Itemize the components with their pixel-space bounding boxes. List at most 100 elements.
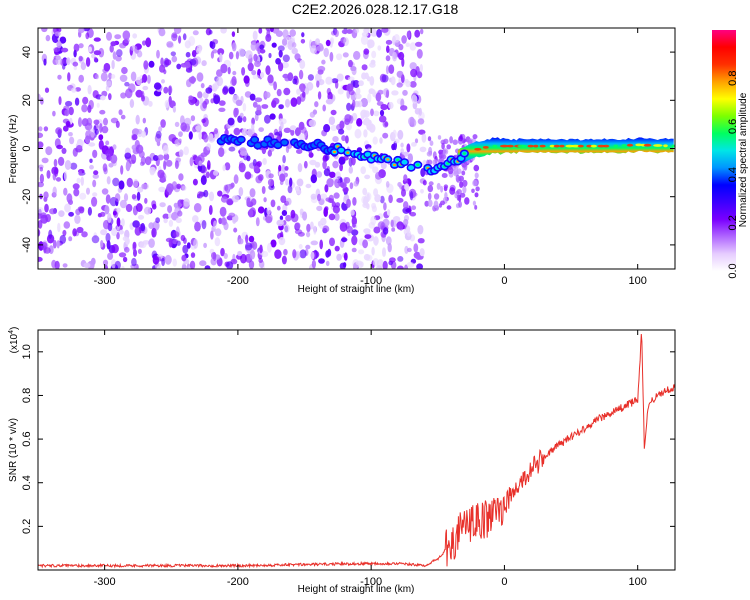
noise-blob — [166, 41, 174, 48]
snr-series-line — [38, 333, 675, 569]
noise-blob — [403, 201, 409, 210]
noise-blob — [245, 50, 253, 59]
noise-blob — [164, 59, 172, 66]
noise-blob — [264, 114, 271, 124]
noise-blob — [330, 124, 338, 132]
noise-blob — [80, 62, 87, 71]
noise-blob — [180, 234, 186, 242]
noise-blob — [385, 55, 391, 62]
noise-blob — [174, 160, 179, 170]
noise-blob — [178, 138, 182, 144]
colorbar-tick-label: 0.8 — [727, 71, 739, 86]
noise-blob — [422, 180, 427, 186]
noise-blob — [352, 197, 357, 206]
noise-blob — [196, 72, 204, 82]
noise-blob — [181, 185, 187, 191]
noise-blob — [263, 197, 267, 203]
noise-blob — [267, 242, 272, 253]
noise-blob — [302, 211, 308, 221]
noise-blob — [243, 75, 250, 84]
noise-blob — [135, 89, 143, 98]
noise-blob — [72, 147, 78, 157]
snr-frame — [37, 329, 676, 571]
noise-blob — [145, 37, 152, 48]
noise-blob — [103, 117, 108, 126]
noise-blob — [427, 192, 432, 201]
noise-blob — [183, 198, 190, 207]
noise-blob — [143, 206, 152, 215]
noise-blob — [119, 42, 127, 49]
noise-blob — [366, 203, 370, 210]
noise-blob — [472, 134, 478, 140]
noise-blob — [389, 257, 396, 263]
noise-blob — [378, 115, 387, 123]
noise-blob — [363, 129, 368, 138]
noise-blob — [85, 57, 91, 67]
noise-blob — [173, 28, 182, 34]
noise-blob — [78, 74, 84, 83]
noise-blob — [343, 37, 349, 46]
noise-blob — [371, 246, 375, 256]
noise-blob — [223, 253, 228, 259]
noise-blob — [176, 183, 182, 189]
noise-blob — [354, 28, 360, 34]
noise-blob — [285, 98, 290, 108]
noise-blob — [93, 50, 102, 56]
noise-blob — [440, 139, 446, 145]
noise-blob — [329, 37, 335, 45]
noise-blob — [317, 91, 322, 100]
noise-blob — [106, 176, 111, 185]
noise-blob — [380, 104, 388, 111]
noise-blob — [125, 88, 133, 99]
noise-blob — [268, 173, 274, 179]
noise-blob — [391, 90, 399, 96]
noise-blob — [382, 247, 386, 257]
noise-blob — [405, 42, 410, 48]
noise-blob — [298, 133, 306, 141]
noise-blob — [385, 181, 390, 188]
y-tick-label: -20 — [21, 189, 33, 205]
noise-blob — [251, 70, 257, 76]
noise-blob — [267, 178, 275, 187]
noise-blob — [330, 109, 337, 116]
noise-blob — [181, 254, 187, 262]
colorbar-label: Normalized spectral amplitude — [738, 92, 749, 227]
signal-hotspot — [570, 144, 581, 148]
noise-blob — [38, 220, 43, 229]
noise-blob — [156, 49, 160, 59]
noise-blob — [283, 87, 291, 96]
noise-blob — [183, 146, 189, 156]
noise-blob — [155, 130, 162, 139]
noise-blob — [449, 136, 453, 144]
noise-blob — [114, 193, 121, 203]
noise-blob — [85, 32, 90, 40]
snr-y-axis-label: SNR (10 * v/v) — [8, 418, 19, 482]
signal-blob-core — [254, 143, 261, 149]
noise-blob — [404, 183, 410, 192]
noise-blob — [325, 260, 330, 267]
noise-blob — [136, 191, 141, 201]
y-tick-label: -40 — [21, 237, 33, 253]
noise-blob — [168, 212, 172, 219]
noise-blob — [198, 130, 202, 140]
noise-blob — [411, 94, 418, 104]
noise-blob — [101, 90, 108, 97]
noise-blob — [168, 85, 173, 95]
noise-blob — [62, 229, 67, 237]
noise-blob — [390, 76, 396, 86]
noise-blob — [472, 179, 478, 187]
noise-blob — [272, 97, 280, 105]
noise-blob — [173, 231, 180, 238]
noise-blob — [336, 53, 343, 61]
noise-blob — [303, 160, 308, 169]
noise-blob — [105, 232, 111, 243]
noise-blob — [52, 239, 57, 249]
signal-hotspot — [597, 144, 606, 148]
noise-blob — [111, 244, 119, 254]
noise-blob — [112, 210, 117, 216]
noise-blob — [235, 107, 239, 116]
noise-blob — [116, 49, 123, 57]
noise-blob — [280, 195, 287, 203]
